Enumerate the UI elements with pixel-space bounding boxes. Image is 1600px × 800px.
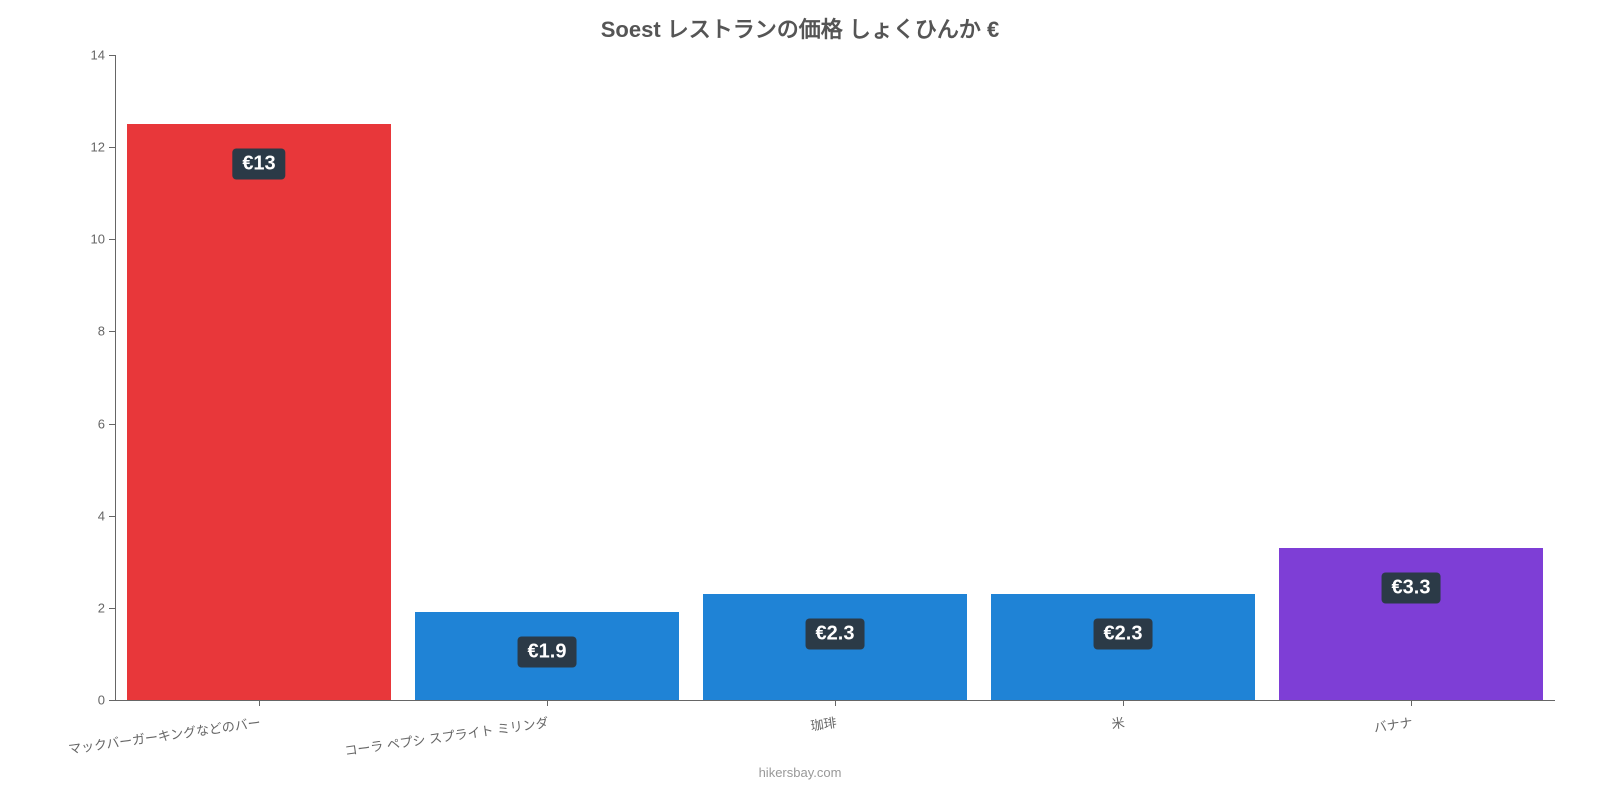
- bar-value-badge: €13: [232, 149, 285, 180]
- y-tick-mark: [109, 147, 115, 148]
- y-tick-mark: [109, 239, 115, 240]
- chart-title: Soest レストランの価格 しょくひんか €: [0, 12, 1600, 44]
- y-tick-label: 0: [70, 693, 105, 708]
- x-tick-label: 珈琲: [809, 712, 837, 734]
- x-tick-mark: [547, 700, 548, 706]
- x-tick-label: 米: [1110, 712, 1126, 733]
- chart-credit: hikersbay.com: [0, 765, 1600, 780]
- price-bar-chart: Soest レストランの価格 しょくひんか € 02468101214マックバー…: [0, 0, 1600, 800]
- y-tick-mark: [109, 331, 115, 332]
- y-tick-label: 4: [70, 508, 105, 523]
- y-tick-label: 6: [70, 416, 105, 431]
- y-tick-mark: [109, 516, 115, 517]
- x-tick-label: コーラ ペプシ スプライト ミリンダ: [343, 712, 549, 759]
- bar-value-badge: €2.3: [806, 619, 865, 650]
- bar-value-badge: €3.3: [1382, 572, 1441, 603]
- x-tick-mark: [1411, 700, 1412, 706]
- plot-area: 02468101214マックバーガーキングなどのバー€13コーラ ペプシ スプラ…: [115, 55, 1555, 700]
- y-tick-label: 12: [70, 140, 105, 155]
- bar-value-badge: €1.9: [518, 636, 577, 667]
- y-tick-mark: [109, 55, 115, 56]
- y-tick-label: 2: [70, 600, 105, 615]
- y-tick-label: 14: [70, 48, 105, 63]
- y-tick-label: 8: [70, 324, 105, 339]
- y-axis-line: [115, 55, 116, 700]
- y-tick-mark: [109, 424, 115, 425]
- x-tick-mark: [259, 700, 260, 706]
- x-tick-mark: [835, 700, 836, 706]
- y-tick-mark: [109, 608, 115, 609]
- y-tick-mark: [109, 700, 115, 701]
- bar: [127, 124, 392, 700]
- x-tick-label: バナナ: [1372, 712, 1413, 736]
- bar: [1279, 548, 1544, 700]
- x-tick-label: マックバーガーキングなどのバー: [67, 712, 262, 758]
- bar-value-badge: €2.3: [1094, 619, 1153, 650]
- y-tick-label: 10: [70, 232, 105, 247]
- x-tick-mark: [1123, 700, 1124, 706]
